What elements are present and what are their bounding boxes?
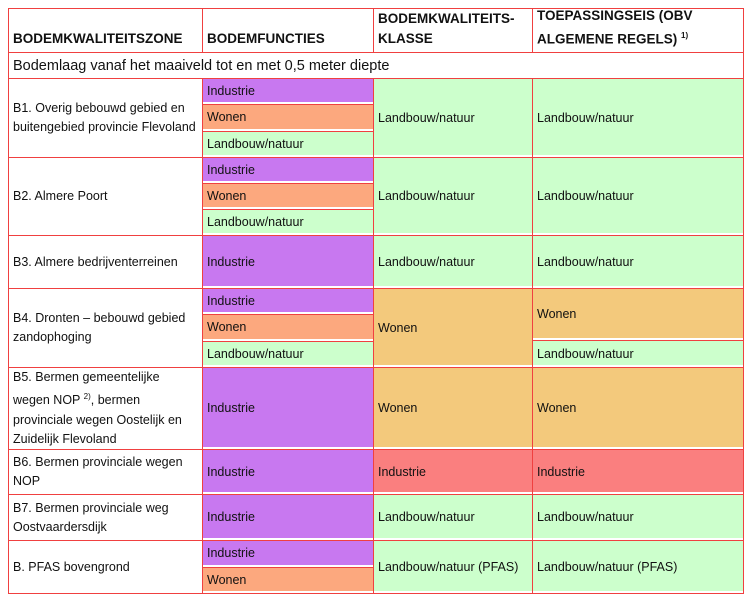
zone-label: B3. Almere bedrijventerreinen <box>13 254 178 269</box>
eis-cell: Landbouw/natuur <box>533 79 744 157</box>
zone-label: B1. Overig bebouwd gebied en buitengebie… <box>13 101 196 134</box>
zone-label: B. PFAS bovengrond <box>13 559 130 574</box>
eis-cell: Landbouw/natuur <box>533 158 744 235</box>
functies-value: Landbouw/natuur <box>203 130 373 157</box>
header-klasse-label: BODEMKWALITEITS-KLASSE <box>378 11 515 46</box>
klasse-cell: Landbouw/natuur <box>374 495 533 540</box>
functies-cell: Industrie Wonen Landbouw/natuur <box>203 79 374 157</box>
eis-cell: Wonen Landbouw/natuur <box>533 289 744 367</box>
table-row: B1. Overig bebouwd gebied en buitengebie… <box>9 79 744 158</box>
zone-cell: B6. Bermen provinciale wegen NOP <box>9 450 203 494</box>
klasse-cell: Landbouw/natuur <box>374 79 533 157</box>
zone-label: B4. Dronten – bebouwd gebied zandophogin… <box>13 311 186 344</box>
klasse-value: Landbouw/natuur <box>374 158 532 235</box>
header-functies-label: BODEMFUNCTIES <box>207 31 325 46</box>
functies-value: Industrie <box>203 450 373 494</box>
eis-value: Industrie <box>533 450 743 494</box>
eis-value: Landbouw/natuur <box>533 236 743 288</box>
table-row: B. PFAS bovengrond Industrie Wonen Landbouw… <box>9 541 744 594</box>
functies-cell: Industrie Wonen <box>203 541 374 593</box>
table-row: B3. Almere bedrijventerreinen Industrie La… <box>9 236 744 289</box>
functies-cell: Industrie Wonen Landbouw/natuur <box>203 158 374 235</box>
functies-cell: Industrie Wonen Landbouw/natuur <box>203 289 374 367</box>
header-eis: TOEPASSINGSEIS (OBV ALGEMENE REGELS) 1) <box>533 7 744 52</box>
functies-value: Industrie <box>203 158 373 183</box>
table-row: B7. Bermen provinciale weg Oostvaardersd… <box>9 495 744 541</box>
klasse-value: Landbouw/natuur <box>374 236 532 288</box>
functies-cell: Industrie <box>203 450 374 494</box>
functies-value: Industrie <box>203 368 373 449</box>
functies-value: Landbouw/natuur <box>203 340 373 367</box>
header-zone: BODEMKWALITEITSZONE <box>9 9 203 52</box>
functies-value: Industrie <box>203 541 373 567</box>
footnote-marker: 2) <box>83 392 91 402</box>
klasse-cell: Industrie <box>374 450 533 494</box>
eis-cell: Landbouw/natuur (PFAS) <box>533 541 744 593</box>
zone-cell: B2. Almere Poort <box>9 158 203 235</box>
zone-label: B5. Bermen gemeentelijke wegen NOP <box>13 370 160 408</box>
klasse-value: Wonen <box>374 289 532 367</box>
functies-cell: Industrie <box>203 495 374 540</box>
functies-value: Wonen <box>203 566 373 593</box>
eis-value: Wonen <box>533 368 743 449</box>
section-label: Bodemlaag vanaf het maaiveld tot en met … <box>9 53 744 78</box>
functies-value: Landbouw/natuur <box>203 209 373 235</box>
bodemkwaliteit-table: BODEMKWALITEITSZONE BODEMFUNCTIES BODEMK… <box>8 8 744 594</box>
klasse-cell: Wonen <box>374 368 533 449</box>
zone-cell: B5. Bermen gemeentelijke wegen NOP 2), b… <box>9 368 203 449</box>
eis-value: Wonen <box>533 289 743 341</box>
header-row: BODEMKWALITEITSZONE BODEMFUNCTIES BODEMK… <box>9 7 744 53</box>
eis-cell: Industrie <box>533 450 744 494</box>
klasse-cell: Landbouw/natuur <box>374 236 533 288</box>
zone-label: B6. Bermen provinciale wegen NOP <box>13 455 183 488</box>
klasse-value: Landbouw/natuur (PFAS) <box>374 541 532 593</box>
zone-cell: B7. Bermen provinciale weg Oostvaardersd… <box>9 495 203 540</box>
zone-cell: B. PFAS bovengrond <box>9 541 203 593</box>
section-row: Bodemlaag vanaf het maaiveld tot en met … <box>9 53 744 79</box>
eis-value: Landbouw/natuur <box>533 79 743 157</box>
functies-value: Wonen <box>203 183 373 209</box>
zone-label: B7. Bermen provinciale weg Oostvaardersd… <box>13 500 169 534</box>
eis-value: Landbouw/natuur <box>533 340 743 367</box>
klasse-value: Industrie <box>374 450 532 494</box>
klasse-cell: Wonen <box>374 289 533 367</box>
klasse-cell: Landbouw/natuur (PFAS) <box>374 541 533 593</box>
header-eis-label: TOEPASSINGSEIS (OBV ALGEMENE REGELS) <box>537 7 693 47</box>
zone-cell: B3. Almere bedrijventerreinen <box>9 236 203 288</box>
klasse-value: Landbouw/natuur <box>374 79 532 157</box>
functies-value: Wonen <box>203 104 373 131</box>
klasse-cell: Landbouw/natuur <box>374 158 533 235</box>
functies-cell: Industrie <box>203 236 374 288</box>
eis-cell: Landbouw/natuur <box>533 495 744 540</box>
table-row: B2. Almere Poort Industrie Wonen Landbouw/n… <box>9 158 744 236</box>
eis-value: Landbouw/natuur <box>533 495 743 540</box>
eis-value: Landbouw/natuur <box>533 158 743 235</box>
functies-value: Industrie <box>203 236 373 288</box>
footnote-marker: 1) <box>681 30 689 40</box>
table-row: B4. Dronten – bebouwd gebied zandophogin… <box>9 289 744 368</box>
header-functies: BODEMFUNCTIES <box>203 9 374 52</box>
klasse-value: Landbouw/natuur <box>374 495 532 540</box>
zone-label: B2. Almere Poort <box>13 189 108 203</box>
header-zone-label: BODEMKWALITEITSZONE <box>13 31 183 46</box>
eis-cell: Wonen <box>533 368 744 449</box>
functies-value: Industrie <box>203 495 373 540</box>
zone-label-rest: , bermen provinciale wegen Oostelijk en … <box>13 393 182 446</box>
functies-value: Industrie <box>203 289 373 315</box>
table-row: B6. Bermen provinciale wegen NOP Industri… <box>9 450 744 495</box>
functies-value: Wonen <box>203 314 373 341</box>
eis-value: Landbouw/natuur (PFAS) <box>533 541 743 593</box>
klasse-value: Wonen <box>374 368 532 449</box>
functies-cell: Industrie <box>203 368 374 449</box>
zone-cell: B1. Overig bebouwd gebied en buitengebie… <box>9 79 203 157</box>
header-klasse: BODEMKWALITEITS-KLASSE <box>374 9 533 52</box>
functies-value: Industrie <box>203 79 373 105</box>
table-row: B5. Bermen gemeentelijke wegen NOP 2), b… <box>9 368 744 450</box>
zone-cell: B4. Dronten – bebouwd gebied zandophogin… <box>9 289 203 367</box>
eis-cell: Landbouw/natuur <box>533 236 744 288</box>
